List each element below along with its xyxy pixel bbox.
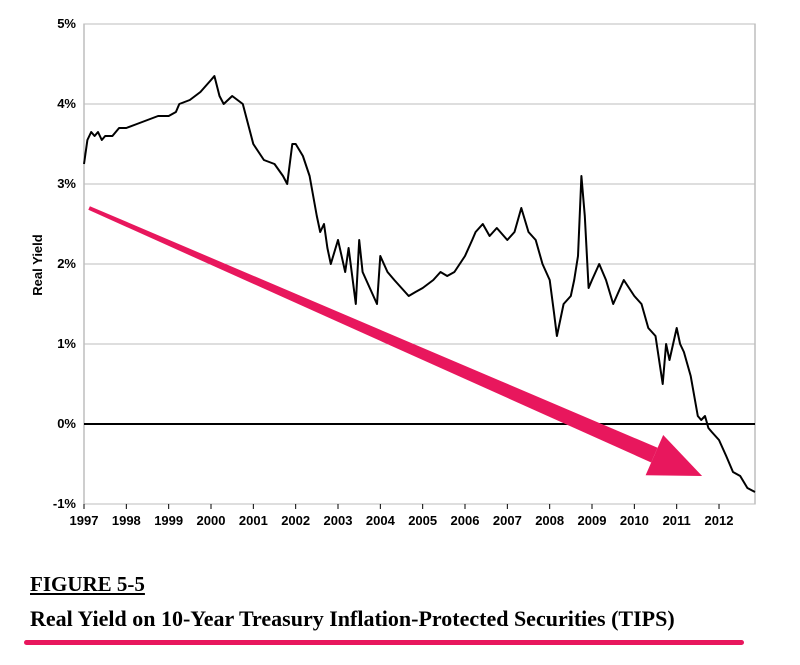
grid-lines [83,23,756,505]
x-tick-label: 2000 [197,513,226,528]
trend-arrow-shaft [88,206,658,463]
y-tick-label: 1% [57,336,76,351]
y-tick-label: 5% [57,16,76,31]
caption-underline [24,640,744,645]
x-tick-label: 2012 [705,513,734,528]
series-line [83,75,756,493]
y-tick-label: 2% [57,256,76,271]
x-tick-label: 2007 [493,513,522,528]
series-line-path [83,75,756,493]
x-tick-label: 1999 [154,513,183,528]
x-tick-label: 2008 [535,513,564,528]
x-axis-tick-labels: 1997 1998 1999 2000 2001 2002 2003 2004 2005 2006… [70,504,734,528]
y-axis-tick-labels: 5% 4% 3% 2% 1% 0% -1% [53,16,77,511]
x-tick-label: 2009 [578,513,607,528]
y-axis-title: Real Yield [30,234,45,295]
y-tick-label: -1% [53,496,77,511]
y-tick-label: 3% [57,176,76,191]
x-tick-label: 2002 [281,513,310,528]
figure-caption: Real Yield on 10-Year Treasury Inflation… [30,606,675,631]
x-tick-label: 2011 [663,513,691,528]
y-tick-label: 4% [57,96,76,111]
x-tick-label: 1998 [112,513,141,528]
real-yield-chart: 5% 4% 3% 2% 1% 0% -1% 1997 1998 1999 2000 2001 2002… [30,16,756,528]
x-tick-label: 2001 [239,513,268,528]
trend-arrow [88,206,703,476]
figure-number: FIGURE 5-5 [30,572,145,596]
x-tick-label: 2005 [408,513,437,528]
x-tick-label: 2003 [324,513,353,528]
y-tick-label: 0% [57,416,76,431]
x-tick-label: 1997 [70,513,99,528]
trend-arrow-head [645,435,703,476]
x-tick-label: 2010 [620,513,649,528]
x-tick-label: 2004 [366,513,396,528]
x-tick-label: 2006 [451,513,480,528]
